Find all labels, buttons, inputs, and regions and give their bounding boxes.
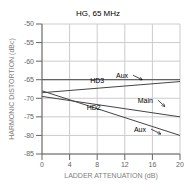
svg-text:-80: -80 [24,132,34,139]
svg-text:-60: -60 [24,58,34,65]
svg-text:HD3: HD3 [90,77,104,84]
svg-text:-85: -85 [24,150,34,157]
html-text:HG, 65 MHz: HG, 65 MHz [76,9,120,18]
svg-text:0: 0 [40,161,44,168]
svg-text:-65: -65 [24,76,34,83]
svg-text:LADDER ATTENUATION (dB): LADDER ATTENUATION (dB) [64,172,157,180]
svg-text:HD2: HD2 [87,104,101,111]
svg-text:20: 20 [176,161,184,168]
svg-text:4: 4 [68,161,72,168]
svg-text:HARMONIC DISTORTION (dBc): HARMONIC DISTORTION (dBc) [8,38,16,140]
svg-text:Aux: Aux [116,72,129,79]
svg-text:16: 16 [149,161,157,168]
svg-text:-70: -70 [24,95,34,102]
svg-text:-75: -75 [24,113,34,120]
svg-text:12: 12 [121,161,129,168]
svg-text:Aux: Aux [134,126,147,133]
svg-text:-55: -55 [24,39,34,46]
svg-text:-50: -50 [24,20,34,27]
svg-text:8: 8 [95,161,99,168]
svg-text:Main: Main [138,97,153,104]
